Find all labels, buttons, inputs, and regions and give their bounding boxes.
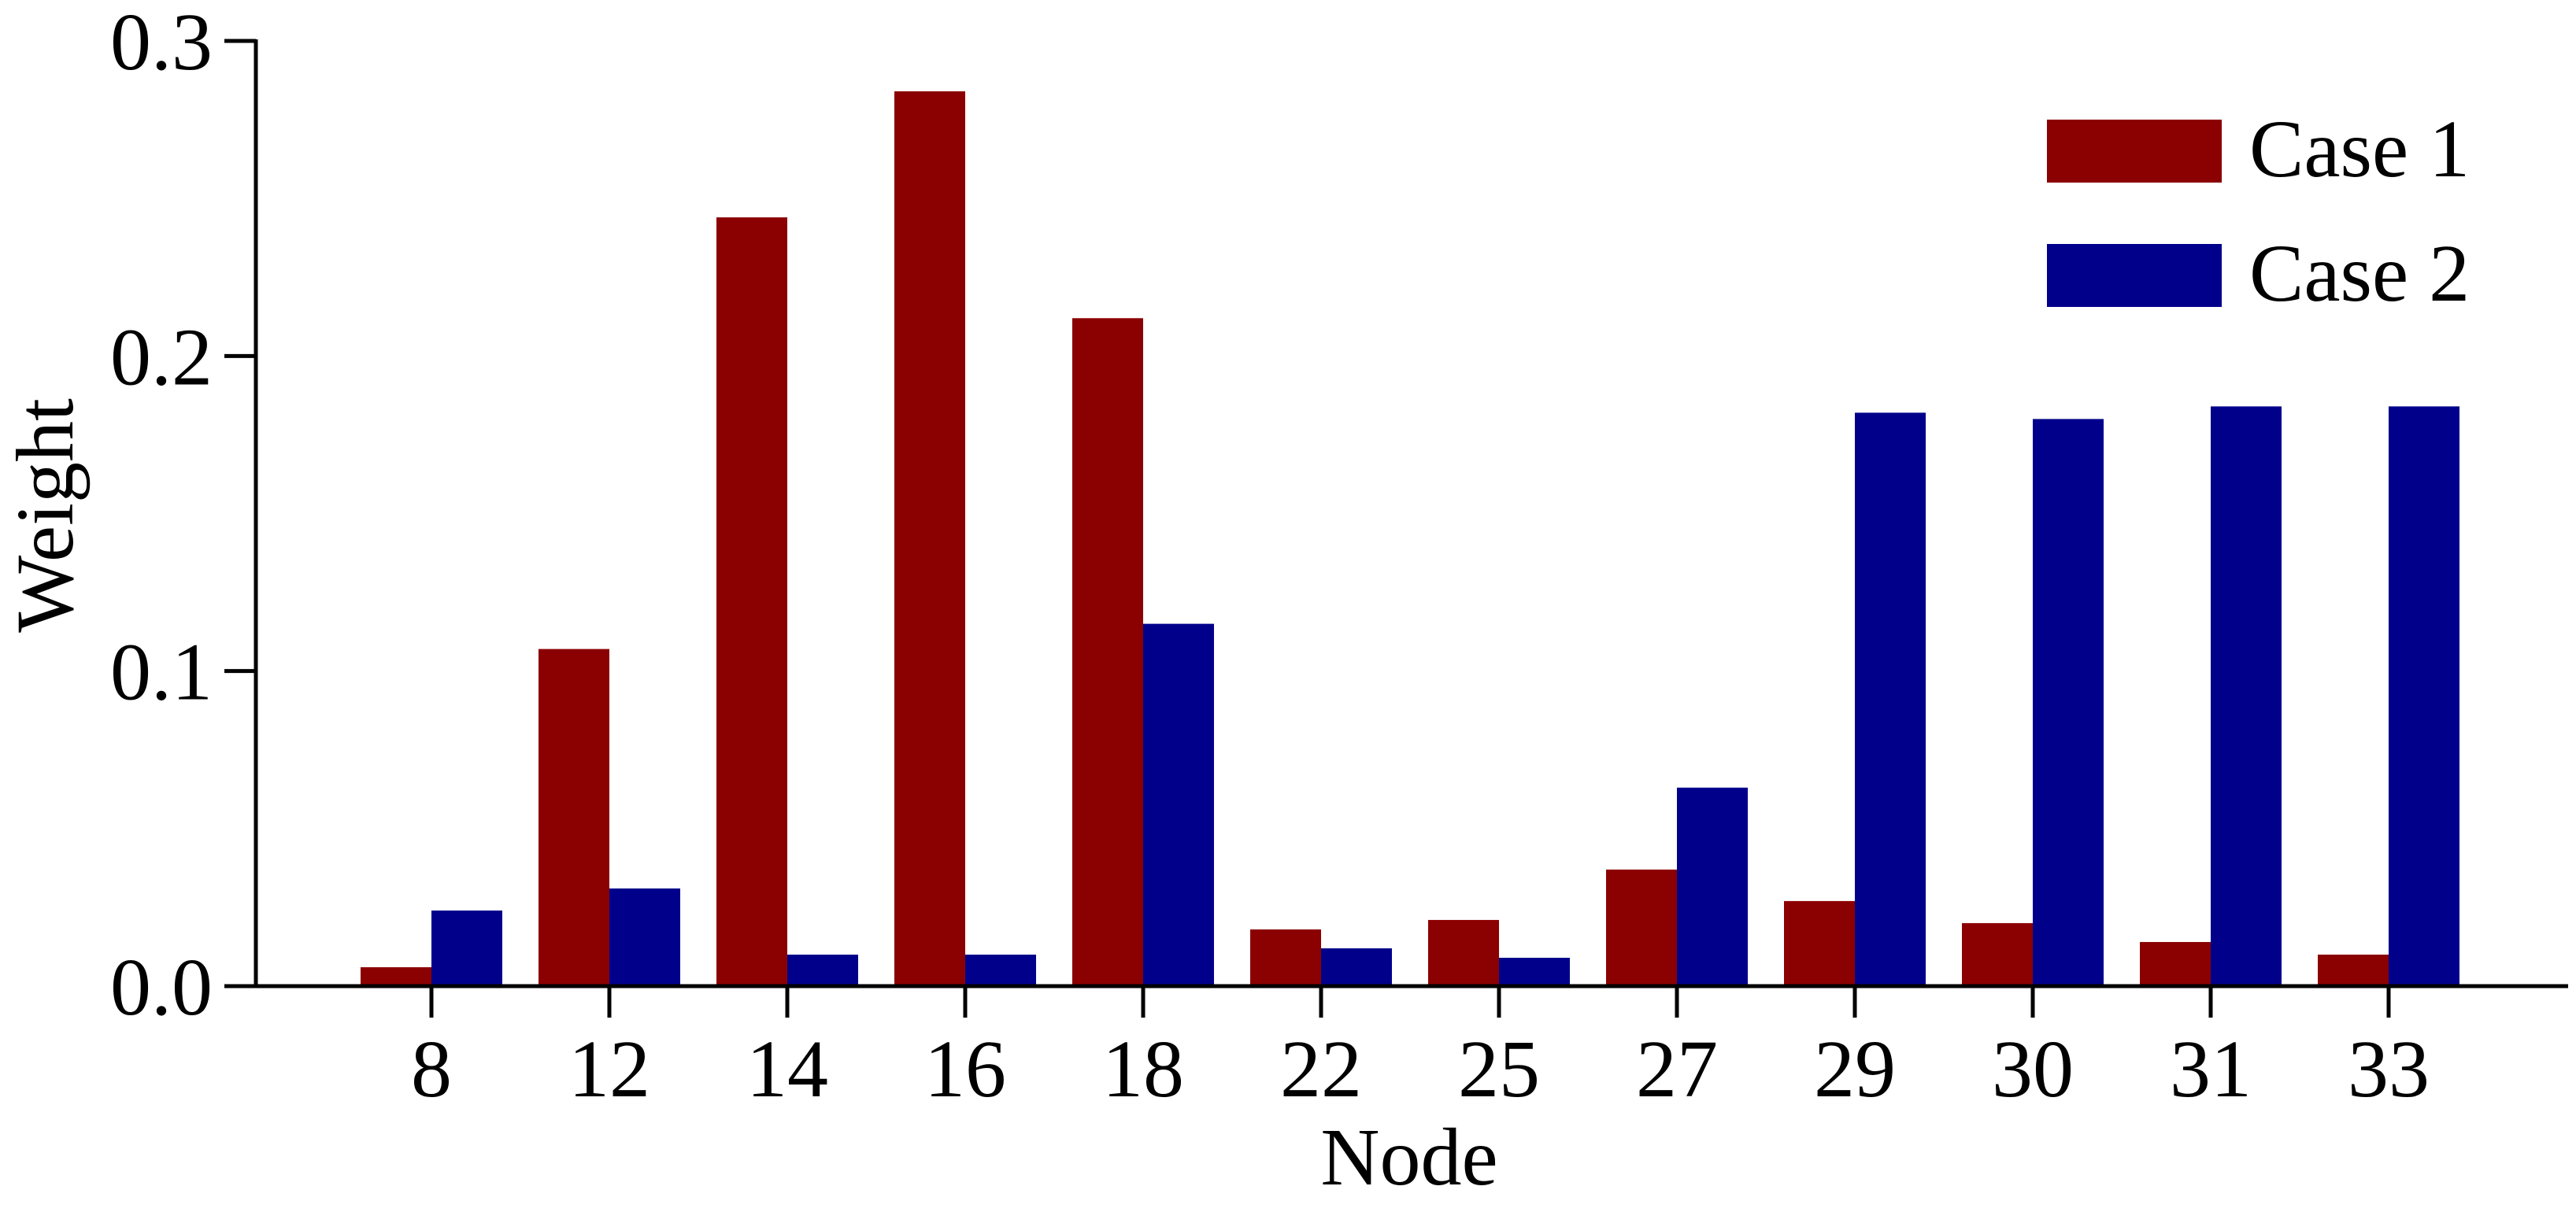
- bar-case-2-node-16: [965, 954, 1036, 986]
- bar-case-1-node-8: [361, 966, 431, 986]
- bar-case-2-node-30: [2033, 419, 2104, 986]
- bar-case-2-node-27: [1677, 787, 1748, 986]
- y-tick-label: 0.1: [110, 627, 213, 718]
- bar-case-2-node-12: [609, 888, 680, 986]
- bar-case-2-node-8: [431, 910, 502, 986]
- x-tick-label: 22: [1280, 1024, 1362, 1114]
- x-tick-label: 8: [411, 1024, 452, 1114]
- x-axis: 8 12 14 16 18 22 25 27 29 30 31 33: [256, 984, 2568, 1114]
- bar-case-2-node-14: [787, 954, 858, 986]
- legend-label-case-2: Case 2: [2249, 228, 2470, 319]
- bar-case-2-node-33: [2389, 406, 2459, 986]
- legend-label-case-1: Case 1: [2249, 104, 2470, 194]
- x-tick-label: 33: [2348, 1024, 2430, 1114]
- bar-case-1-node-18: [1072, 318, 1143, 986]
- bar-case-1-node-27: [1606, 869, 1677, 986]
- bar-case-1-node-14: [716, 217, 787, 987]
- plot-area: [361, 91, 2459, 987]
- y-tick-label: 0.3: [110, 0, 213, 87]
- bar-case-1-node-29: [1784, 900, 1855, 986]
- x-tick-label: 16: [924, 1024, 1006, 1114]
- legend-swatch-case-2: [2047, 244, 2222, 307]
- x-tick-label: 18: [1102, 1024, 1184, 1114]
- y-axis: 0.0 0.1 0.2 0.3: [110, 0, 258, 1033]
- x-tick-label: 14: [746, 1024, 828, 1114]
- bar-case-1-node-33: [2318, 954, 2389, 986]
- bar-case-2-node-18: [1143, 623, 1214, 986]
- bar-case-2-node-29: [1855, 412, 1926, 986]
- bar-case-1-node-31: [2140, 941, 2211, 986]
- legend: Case 1 Case 2: [2047, 104, 2470, 319]
- bar-case-1-node-12: [539, 648, 609, 986]
- x-tick-label: 12: [568, 1024, 650, 1114]
- x-tick-label: 31: [2170, 1024, 2252, 1114]
- bar-case-2-node-31: [2211, 406, 2282, 986]
- bar-case-1-node-25: [1428, 919, 1499, 986]
- y-axis-title: Weight: [0, 398, 91, 633]
- x-tick-label: 25: [1458, 1024, 1540, 1114]
- bar-case-2-node-25: [1499, 957, 1570, 986]
- x-tick-label: 29: [1814, 1024, 1896, 1114]
- legend-swatch-case-1: [2047, 120, 2222, 183]
- x-axis-title: Node: [1320, 1112, 1497, 1203]
- bar-case-1-node-30: [1962, 922, 2033, 986]
- y-tick-label: 0.0: [110, 942, 213, 1033]
- x-tick-label: 27: [1636, 1024, 1718, 1114]
- y-tick-label: 0.2: [110, 312, 213, 402]
- bar-case-1-node-22: [1250, 929, 1321, 986]
- x-tick-label: 30: [1992, 1024, 2074, 1114]
- bar-case-2-node-22: [1321, 948, 1392, 986]
- bar-case-1-node-16: [894, 91, 965, 986]
